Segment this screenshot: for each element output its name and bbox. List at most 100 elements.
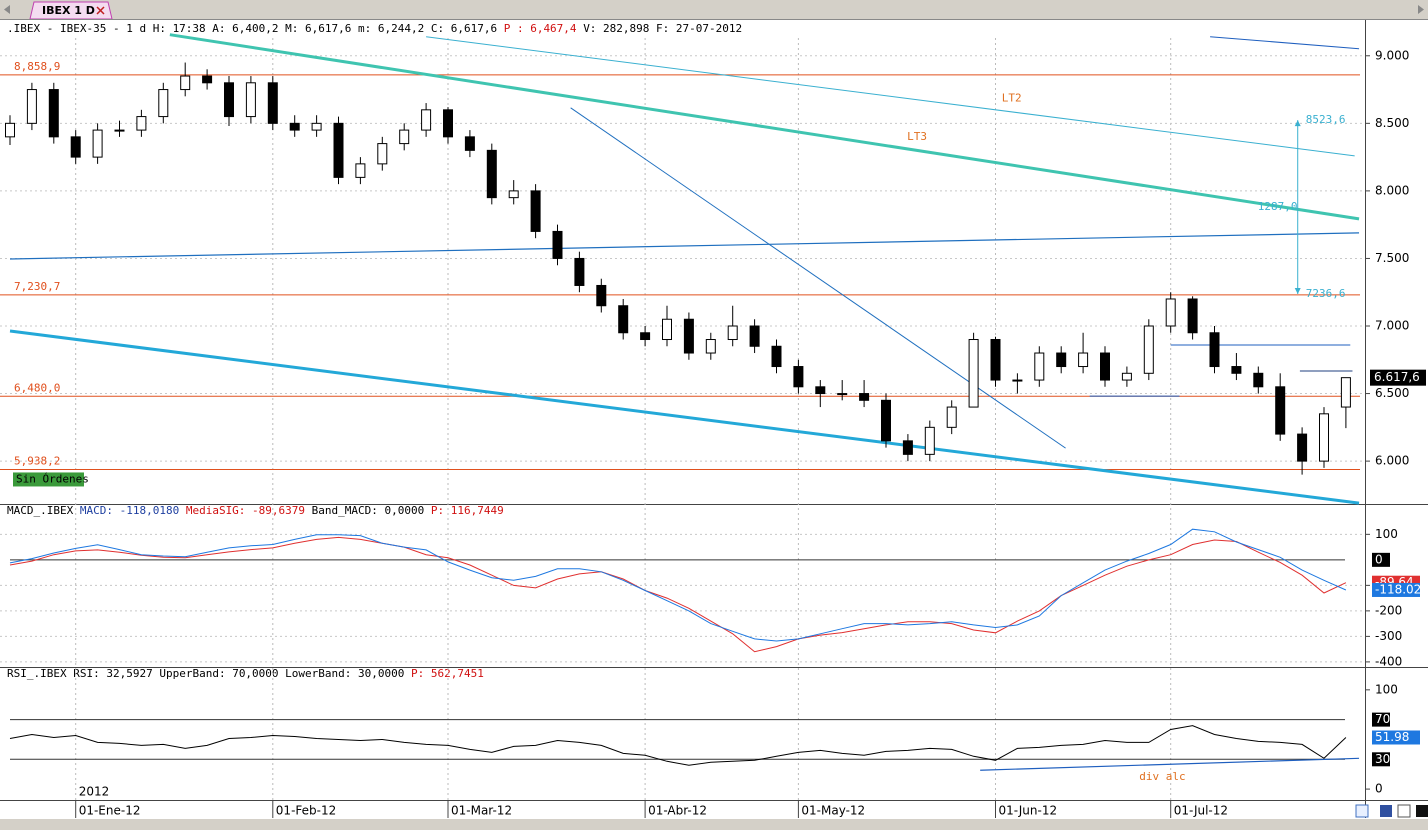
y-tick-label: 6.000 bbox=[1375, 454, 1409, 468]
candle-body bbox=[1078, 352, 1089, 368]
trendline bbox=[570, 107, 1066, 449]
series-line bbox=[9, 536, 1347, 653]
legend-entry: MediaSIG: -89,6379 bbox=[186, 504, 305, 517]
measure-label: 7236,6 bbox=[1306, 287, 1346, 300]
y-tick-label: 9.000 bbox=[1375, 48, 1409, 62]
candle-body bbox=[1012, 379, 1023, 382]
save-button[interactable] bbox=[1380, 805, 1392, 817]
candle-body bbox=[705, 339, 716, 354]
candle-body bbox=[114, 129, 125, 132]
orders-badge-label: Sin Órdenes bbox=[16, 472, 89, 485]
candle-body bbox=[202, 75, 213, 84]
header-text: V: 282,898 F: 27-07-2012 bbox=[583, 22, 742, 35]
level-label: 5,938,2 bbox=[14, 454, 60, 467]
candle-body bbox=[26, 89, 37, 124]
candle-body bbox=[508, 190, 519, 199]
candle-body bbox=[1187, 298, 1198, 334]
tool-button[interactable] bbox=[1355, 804, 1369, 818]
x-tick-label: 01-Jul-12 bbox=[1174, 804, 1228, 818]
legend-entry: RSI: 32,5927 bbox=[73, 667, 152, 680]
candle-body bbox=[530, 190, 541, 232]
y-tick-label: 7.500 bbox=[1375, 251, 1409, 265]
y-tick-label: 0 bbox=[1375, 782, 1383, 796]
value-label: -118.02 bbox=[1375, 582, 1421, 596]
candle-body bbox=[859, 393, 870, 401]
candle-body bbox=[399, 129, 410, 145]
trendline-label: LT3 bbox=[907, 130, 927, 143]
candle-body bbox=[1143, 325, 1154, 374]
y-tick-label: 6.500 bbox=[1375, 386, 1409, 400]
pin-button[interactable] bbox=[1397, 804, 1411, 818]
scroll-right[interactable] bbox=[1418, 5, 1424, 14]
candle-body bbox=[902, 440, 913, 455]
candle-body bbox=[683, 318, 694, 354]
y-tick-label: -300 bbox=[1375, 629, 1402, 643]
candle-body bbox=[618, 305, 629, 334]
candle-body bbox=[574, 257, 585, 286]
macd-header: MACD_.IBEX MACD: -118,0180 MediaSIG: -89… bbox=[7, 504, 504, 517]
candle-body bbox=[464, 136, 475, 151]
candle-body bbox=[1056, 352, 1067, 368]
header-text: Band_MACD: 0,0000 bbox=[312, 504, 425, 517]
candle-body bbox=[5, 122, 15, 138]
candle-body bbox=[443, 109, 453, 138]
reference-label: 0 bbox=[1375, 552, 1383, 566]
orders-badge bbox=[13, 472, 84, 487]
measure-label: 8523,6 bbox=[1306, 113, 1346, 126]
value-box bbox=[1372, 582, 1420, 597]
trendline bbox=[1210, 36, 1360, 50]
header-red: P: 116,7449 bbox=[431, 504, 504, 517]
x-tick-label: 01-Abr-12 bbox=[648, 804, 707, 818]
series-line bbox=[9, 528, 1347, 642]
candle-body bbox=[92, 129, 103, 158]
candle-body bbox=[990, 339, 1001, 381]
reference-box bbox=[1372, 712, 1390, 727]
trendline bbox=[9, 232, 1360, 260]
y-tick-label: 8.500 bbox=[1375, 116, 1409, 130]
series-line bbox=[9, 725, 1347, 766]
level-label: 7,230,7 bbox=[14, 280, 60, 293]
candle-body bbox=[771, 345, 782, 368]
candle-body bbox=[421, 109, 432, 131]
x-tick-label: 01-Feb-12 bbox=[276, 804, 336, 818]
candle-body bbox=[727, 325, 738, 341]
reference-label: 70 bbox=[1375, 712, 1390, 726]
measure-label: 1287,0 bbox=[1258, 200, 1298, 213]
candle-body bbox=[968, 339, 979, 408]
y-tick-label: 8.000 bbox=[1375, 183, 1409, 197]
candle-body bbox=[486, 149, 497, 199]
candle-body bbox=[1034, 352, 1045, 381]
candle-body bbox=[837, 393, 848, 396]
level-label: 6,480,0 bbox=[14, 381, 60, 394]
y-tick-label: 100 bbox=[1375, 682, 1398, 696]
status-bar bbox=[0, 819, 1428, 830]
candle-body bbox=[136, 116, 147, 131]
value-label: 51.98 bbox=[1375, 730, 1409, 744]
trendline bbox=[9, 329, 1360, 505]
candle-body bbox=[749, 325, 760, 347]
candle-body bbox=[1209, 332, 1220, 368]
year-label: 2012 bbox=[79, 785, 110, 799]
header-text: MACD_.IBEX bbox=[7, 504, 74, 517]
y-tick-label: -400 bbox=[1375, 654, 1402, 668]
candle-body bbox=[70, 136, 81, 158]
candle-body bbox=[924, 426, 935, 455]
candle-body bbox=[1319, 413, 1329, 462]
candle-body bbox=[48, 89, 59, 138]
candle-body bbox=[793, 366, 804, 388]
tab-close[interactable] bbox=[96, 6, 105, 15]
rsi-header: RSI_.IBEX RSI: 32,5927 UpperBand: 70,000… bbox=[7, 667, 484, 680]
price-header: .IBEX - IBEX-35 - 1 d H: 17:38 A: 6,400,… bbox=[7, 22, 742, 35]
value-box bbox=[1372, 730, 1420, 745]
candle-body bbox=[1253, 372, 1264, 388]
header-text: .IBEX - IBEX-35 - 1 d H: 17:38 A: 6,400,… bbox=[7, 22, 497, 35]
x-tick-label: 01-Jun-12 bbox=[999, 804, 1058, 818]
y-tick-label: 100 bbox=[1375, 527, 1398, 541]
header-red: P: 562,7451 bbox=[411, 667, 484, 680]
header-red: P : 6,467,4 bbox=[504, 22, 577, 35]
candle-body bbox=[881, 399, 891, 442]
close-button[interactable] bbox=[1416, 805, 1428, 817]
candle-body bbox=[640, 332, 651, 341]
scroll-left[interactable] bbox=[4, 5, 10, 14]
